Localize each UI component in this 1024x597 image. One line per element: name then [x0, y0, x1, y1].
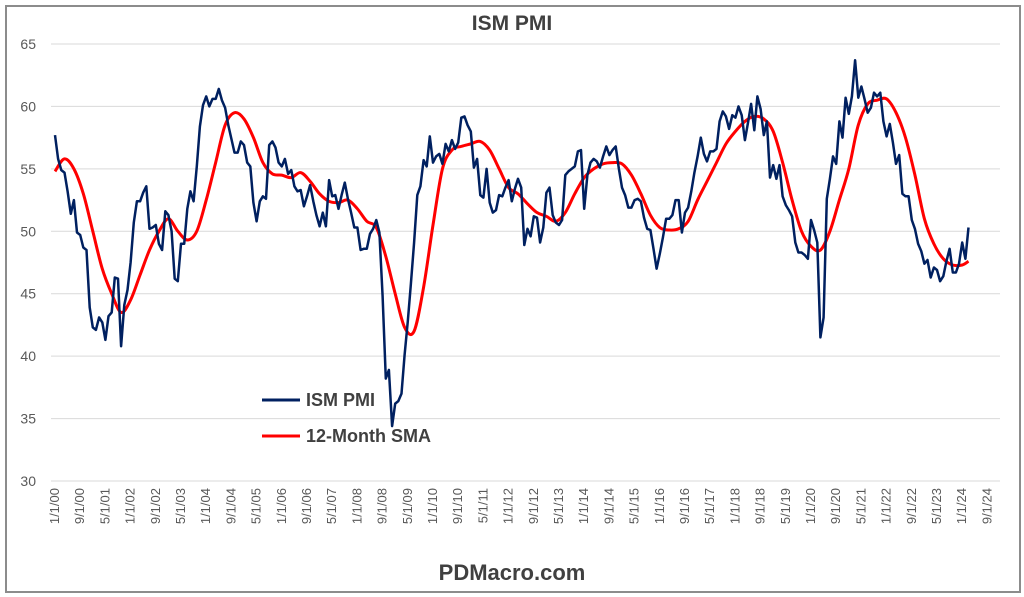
x-tick-label: 1/1/08 — [349, 488, 364, 524]
legend-label-sma: 12-Month SMA — [306, 426, 431, 446]
x-tick-label: 5/1/15 — [627, 488, 642, 524]
y-tick-label: 50 — [20, 223, 36, 239]
x-tick-label: 9/1/04 — [223, 488, 238, 524]
x-tick-label: 5/1/23 — [929, 488, 944, 524]
x-tick-label: 9/1/16 — [677, 488, 692, 524]
chart-title: ISM PMI — [472, 12, 553, 35]
x-tick-label: 5/1/17 — [702, 488, 717, 524]
x-tick-label: 1/1/12 — [501, 488, 516, 524]
x-tick-label: 5/1/05 — [249, 488, 264, 524]
x-tick-label: 9/1/02 — [148, 488, 163, 524]
chart-frame — [5, 5, 1021, 593]
series-lines — [53, 58, 970, 428]
series-line-12-month-sma — [53, 96, 970, 337]
x-tick-label: 1/1/02 — [123, 488, 138, 524]
y-tick-label: 30 — [20, 473, 36, 489]
x-tick-label: 9/1/00 — [72, 488, 87, 524]
x-tick-label: 5/1/01 — [97, 488, 112, 524]
x-tick-label: 1/1/20 — [803, 488, 818, 524]
x-tick-label: 1/1/16 — [652, 488, 667, 524]
x-tick-label: 1/1/18 — [727, 488, 742, 524]
legend: ISM PMI 12-Month SMA — [262, 390, 431, 446]
x-tick-label: 1/1/24 — [954, 488, 969, 524]
x-tick-label: 5/1/09 — [400, 488, 415, 524]
series-line-ism-pmi — [53, 58, 970, 428]
y-tick-label: 45 — [20, 286, 36, 302]
x-tick-label: 1/1/00 — [47, 488, 62, 524]
x-tick-label: 1/1/14 — [576, 488, 591, 524]
x-axis-ticks: 1/1/00 9/1/00 5/1/01 1/1/02 9/1/02 5/1/03 1/1/… — [47, 488, 994, 524]
footer-watermark: PDMacro.com — [439, 560, 586, 585]
x-tick-label: 1/1/04 — [198, 488, 213, 524]
x-tick-label: 1/1/10 — [425, 488, 440, 524]
x-tick-label: 9/1/14 — [601, 488, 616, 524]
x-tick-label: 9/1/18 — [753, 488, 768, 524]
x-tick-label: 9/1/20 — [828, 488, 843, 524]
y-tick-label: 40 — [20, 348, 36, 364]
x-tick-label: 9/1/24 — [979, 488, 994, 524]
x-tick-label: 5/1/21 — [853, 488, 868, 524]
x-tick-label: 1/1/06 — [274, 488, 289, 524]
x-tick-label: 9/1/12 — [526, 488, 541, 524]
x-tick-label: 5/1/13 — [551, 488, 566, 524]
gridlines — [51, 43, 1000, 482]
x-tick-label: 9/1/22 — [904, 488, 919, 524]
x-tick-label: 5/1/03 — [173, 488, 188, 524]
x-tick-label: 9/1/06 — [299, 488, 314, 524]
legend-label-ism-pmi: ISM PMI — [306, 390, 375, 410]
y-tick-label: 65 — [20, 36, 36, 52]
x-tick-label: 5/1/11 — [475, 488, 490, 523]
x-tick-label: 1/1/22 — [879, 488, 894, 524]
x-tick-label: 9/1/08 — [375, 488, 390, 524]
y-tick-label: 55 — [20, 161, 36, 177]
x-tick-label: 9/1/10 — [450, 488, 465, 524]
x-tick-label: 5/1/19 — [778, 488, 793, 524]
y-axis-ticks: 30 35 40 45 50 55 60 65 — [20, 36, 36, 489]
y-tick-label: 60 — [20, 98, 36, 114]
x-tick-label: 5/1/07 — [324, 488, 339, 524]
y-tick-label: 35 — [20, 411, 36, 427]
